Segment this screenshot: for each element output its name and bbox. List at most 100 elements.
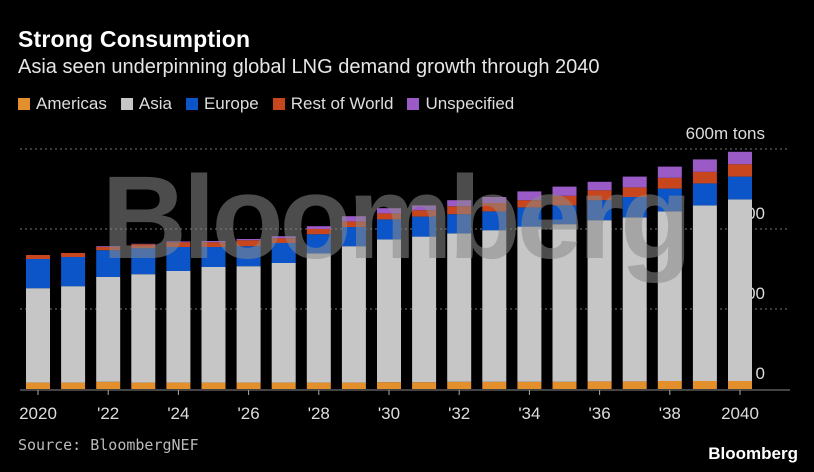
bar-segment-rest-of-world-2021 bbox=[61, 253, 86, 257]
bar-segment-rest-of-world-2034 bbox=[517, 200, 542, 208]
bar-segment-asia-2032 bbox=[447, 233, 472, 382]
bar-segment-rest-of-world-2025 bbox=[201, 242, 226, 247]
bar-segment-europe-2024 bbox=[166, 247, 191, 271]
bar-segment-asia-2023 bbox=[131, 274, 156, 383]
legend-swatch bbox=[120, 98, 133, 110]
chart-title: Strong Consumption bbox=[18, 26, 251, 52]
bar-segment-europe-2037 bbox=[622, 197, 647, 218]
bar-segment-europe-2021 bbox=[61, 257, 86, 287]
legend-label: Americas bbox=[36, 94, 107, 113]
bar-segment-americas-2035 bbox=[552, 381, 577, 389]
bar-segment-rest-of-world-2033 bbox=[482, 203, 507, 212]
legend: Americas Asia Europe Rest of World Unspecifi… bbox=[18, 94, 514, 114]
x-tick-label: '22 bbox=[97, 404, 119, 423]
bar-segment-europe-2040 bbox=[728, 176, 752, 200]
bar-segment-rest-of-world-2026 bbox=[236, 240, 261, 247]
legend-item-europe: Europe bbox=[185, 94, 259, 114]
legend-swatch bbox=[18, 98, 30, 110]
bar-segment-unspecified-2036 bbox=[587, 181, 612, 191]
legend-label: Rest of World bbox=[290, 94, 394, 113]
bar-segment-rest-of-world-2036 bbox=[587, 190, 612, 201]
bar-segment-rest-of-world-2024 bbox=[166, 242, 191, 247]
bar-segment-americas-2027 bbox=[271, 382, 296, 389]
legend-item-americas: Americas bbox=[18, 94, 107, 114]
bar-segment-asia-2030 bbox=[377, 239, 401, 383]
bloomberg-logo: Bloomberg bbox=[708, 444, 798, 463]
bar-segment-americas-2029 bbox=[341, 382, 366, 389]
x-tick-label: '24 bbox=[167, 404, 189, 423]
bar-segment-europe-2032 bbox=[447, 214, 472, 234]
bar-segment-americas-2030 bbox=[377, 382, 401, 389]
x-tick-label: '32 bbox=[448, 404, 470, 423]
bar-segment-unspecified-2033 bbox=[482, 197, 507, 203]
bar-segment-unspecified-2039 bbox=[692, 159, 717, 172]
bar-segment-americas-2037 bbox=[622, 381, 647, 389]
x-tick-label: 2020 bbox=[19, 404, 57, 423]
bar-segment-asia-2035 bbox=[552, 224, 577, 382]
bar-segment-americas-2028 bbox=[306, 382, 331, 389]
bar-segment-europe-2035 bbox=[552, 205, 577, 225]
bar-segment-unspecified-2028 bbox=[306, 226, 331, 229]
bar-segment-americas-2032 bbox=[447, 381, 472, 389]
bar-segment-americas-2023 bbox=[131, 382, 156, 389]
bar-segment-europe-2036 bbox=[587, 200, 612, 221]
bar-segment-rest-of-world-2027 bbox=[271, 238, 296, 243]
bar-segment-asia-2037 bbox=[622, 217, 647, 382]
bar-segment-asia-2029 bbox=[341, 246, 366, 383]
bar-segment-asia-2024 bbox=[166, 271, 191, 383]
bar-segment-europe-2039 bbox=[692, 183, 717, 206]
bloomberg-watermark: Bloomberg bbox=[102, 152, 689, 284]
legend-item-unspecified: Unspecified bbox=[407, 94, 514, 114]
bar-segment-europe-2031 bbox=[412, 216, 437, 237]
bar-segment-unspecified-2026 bbox=[236, 239, 261, 241]
bar-segment-asia-2028 bbox=[306, 253, 331, 383]
bar-segment-rest-of-world-2032 bbox=[447, 206, 472, 215]
bar-segment-rest-of-world-2040 bbox=[728, 164, 752, 177]
y-tick-label: 0 bbox=[756, 364, 765, 383]
bar-segment-unspecified-2030 bbox=[377, 208, 401, 214]
bar-segment-unspecified-2031 bbox=[412, 205, 437, 211]
bar-segment-europe-2025 bbox=[201, 247, 226, 267]
bar-segment-europe-2028 bbox=[306, 234, 331, 254]
bar-segment-americas-2034 bbox=[517, 381, 542, 389]
x-tick-label: '26 bbox=[238, 404, 260, 423]
bar-segment-americas-2033 bbox=[482, 381, 507, 389]
legend-item-asia: Asia bbox=[120, 94, 172, 114]
legend-swatch bbox=[272, 98, 285, 110]
source-note: Source: BloombergNEF bbox=[18, 436, 199, 454]
bar-segment-americas-2031 bbox=[412, 382, 437, 389]
chart-subtitle: Asia seen underpinning global LNG demand… bbox=[18, 56, 600, 78]
bar-segment-asia-2022 bbox=[96, 277, 121, 382]
y-tick-label: 600m tons bbox=[686, 124, 765, 143]
bar-segment-asia-2027 bbox=[271, 263, 296, 383]
bar-segment-rest-of-world-2023 bbox=[131, 244, 156, 249]
bar-segment-rest-of-world-2039 bbox=[692, 171, 717, 184]
bar-segment-americas-2024 bbox=[166, 382, 191, 389]
bar-segment-americas-2038 bbox=[657, 381, 682, 389]
bar-segment-asia-2038 bbox=[657, 211, 682, 381]
bar-segment-europe-2033 bbox=[482, 211, 507, 231]
bar-segment-asia-2020 bbox=[26, 288, 50, 383]
x-tick-label: '34 bbox=[518, 404, 540, 423]
bar-segment-unspecified-2040 bbox=[728, 151, 752, 165]
bar-segment-americas-2036 bbox=[587, 381, 612, 389]
bar-segment-europe-2030 bbox=[377, 219, 401, 240]
bar-segment-europe-2020 bbox=[26, 259, 50, 289]
bar-segment-rest-of-world-2030 bbox=[377, 213, 401, 220]
bar-segment-rest-of-world-2029 bbox=[341, 221, 366, 227]
bar-segment-unspecified-2027 bbox=[271, 236, 296, 239]
bar-segment-rest-of-world-2031 bbox=[412, 210, 437, 217]
x-tick-label: 2040 bbox=[721, 404, 759, 423]
x-tick-label: '36 bbox=[589, 404, 611, 423]
bar-segment-unspecified-2034 bbox=[517, 191, 542, 201]
legend-label: Unspecified bbox=[425, 94, 515, 113]
bar-segment-americas-2025 bbox=[201, 382, 226, 389]
bar-segment-rest-of-world-2022 bbox=[96, 247, 121, 251]
legend-swatch bbox=[407, 98, 420, 110]
bar-segment-europe-2034 bbox=[517, 207, 542, 227]
bar-segment-americas-2020 bbox=[26, 382, 50, 389]
bar-segment-europe-2038 bbox=[657, 188, 682, 212]
x-tick-label: '38 bbox=[659, 404, 681, 423]
bar-segment-europe-2027 bbox=[271, 243, 296, 263]
